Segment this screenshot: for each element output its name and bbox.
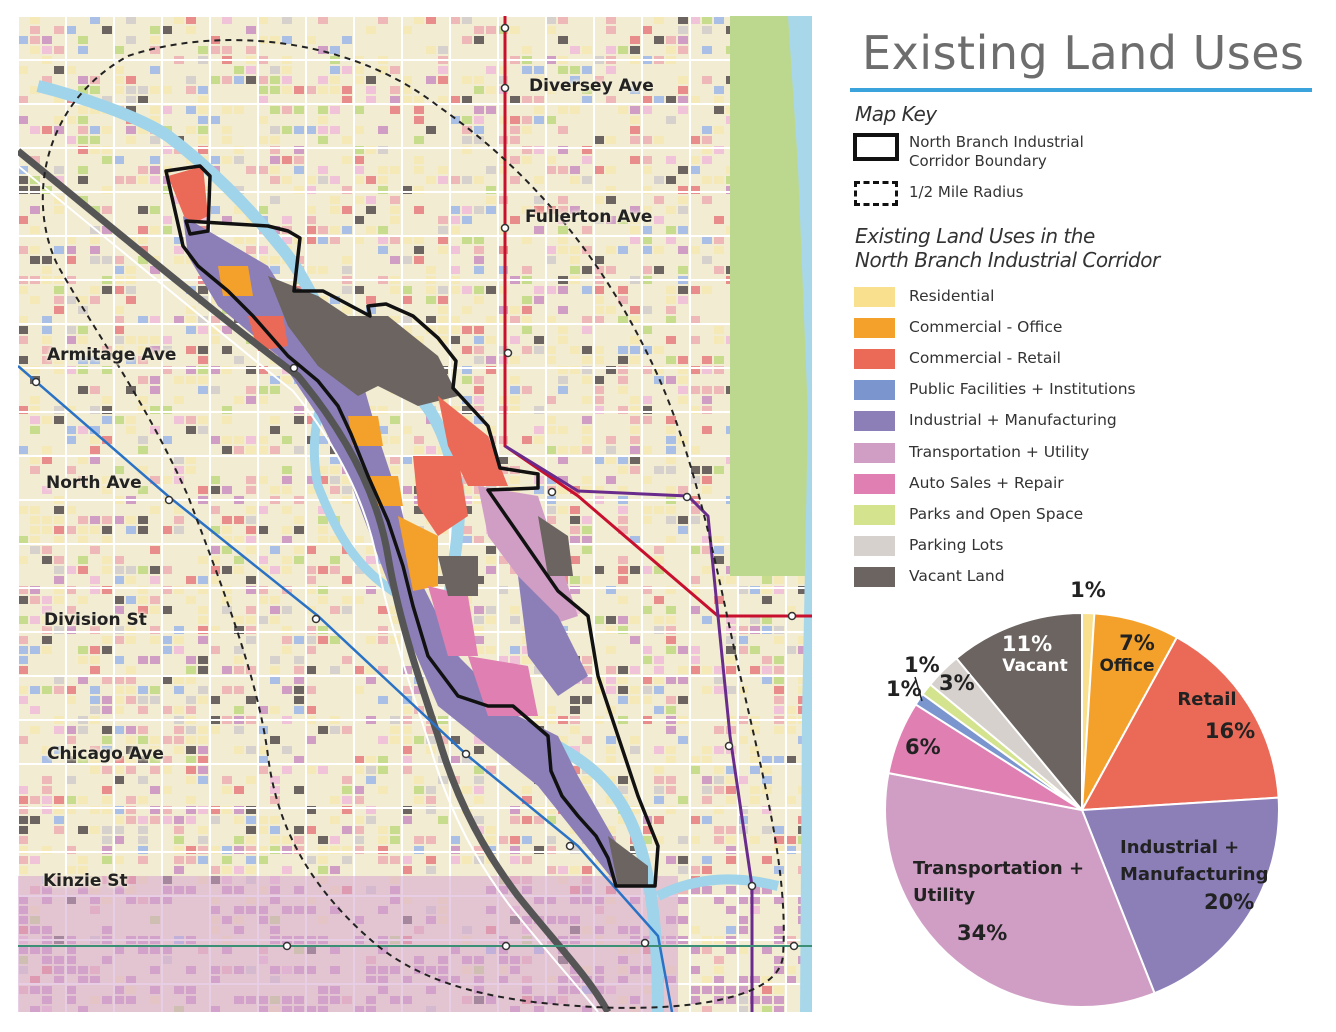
pie-slice-retail xyxy=(1080,636,1280,812)
swatch-transportation xyxy=(854,443,895,463)
pct-label-vacant: 11% xyxy=(1002,632,1052,656)
swatch-commercial-office xyxy=(854,318,895,338)
map-canvas xyxy=(18,16,812,1012)
river-main-stem xyxy=(655,874,780,901)
swatch-public-facilities xyxy=(854,380,895,400)
slice-text-transport-line1: Transportation + xyxy=(913,858,1084,879)
pct-label-office: 7% xyxy=(1119,631,1155,655)
pie-slice-industrial-manufacturing xyxy=(1080,796,1280,995)
legend-label-commercial-retail: Commercial - Retail xyxy=(909,349,1061,367)
label-armitage-ave: Armitage Ave xyxy=(47,345,177,365)
label-north-ave: North Ave xyxy=(46,473,142,493)
swatch-residential xyxy=(854,287,895,307)
pie-slice-transportation-utility xyxy=(884,771,1156,1008)
radius-key-icon xyxy=(854,181,898,206)
boundary-key-label-line2: Corridor Boundary xyxy=(909,152,1047,170)
half-mile-radius xyxy=(41,39,785,1009)
pct-label-parking: 3% xyxy=(939,671,975,695)
stations xyxy=(31,23,799,951)
swatch-parks xyxy=(854,505,895,525)
slice-text-vacant: Vacant xyxy=(1002,656,1067,676)
swatch-vacant xyxy=(854,567,895,587)
cta-brown-line xyxy=(504,444,754,1012)
cta-red-line xyxy=(503,16,812,618)
north-branch-river xyxy=(36,80,664,1012)
radius-key-label: 1/2 Mile Radius xyxy=(909,183,1024,201)
swatch-auto-sales xyxy=(854,474,895,494)
lake-shore xyxy=(788,16,812,1012)
page-title: Existing Land Uses xyxy=(862,26,1305,80)
downtown-band xyxy=(18,876,678,1012)
corridor-boundary xyxy=(164,164,660,888)
legend-label-commercial-office: Commercial - Office xyxy=(909,318,1063,336)
kennedy-expressway xyxy=(18,148,612,1012)
pct-label-auto: 6% xyxy=(905,735,941,759)
land-use-pie-chart: 1% 7% Office Retail 16% Industrial + Man… xyxy=(884,578,1280,1008)
title-underline xyxy=(850,88,1312,92)
label-fullerton-ave: Fullerton Ave xyxy=(525,207,653,227)
slice-text-office: Office xyxy=(1099,656,1154,676)
legend-label-vacant: Vacant Land xyxy=(909,567,1005,585)
slice-text-transport-line2: Utility xyxy=(913,885,975,906)
label-chicago-ave: Chicago Ave xyxy=(47,744,164,764)
pct-label-residential: 1% xyxy=(1070,578,1106,602)
legend-label-auto-sales: Auto Sales + Repair xyxy=(909,474,1064,492)
legend-label-transportation: Transportation + Utility xyxy=(909,443,1090,461)
slice-text-retail: Retail xyxy=(1177,689,1236,710)
legend-label-parking: Parking Lots xyxy=(909,536,1004,554)
legend-label-residential: Residential xyxy=(909,287,995,305)
label-diversey-ave: Diversey Ave xyxy=(529,76,654,96)
label-division-st: Division St xyxy=(44,610,147,630)
boundary-key-icon xyxy=(853,133,899,161)
pct-label-transport: 34% xyxy=(957,921,1007,945)
swatch-industrial xyxy=(854,411,895,431)
pct-label-industrial: 20% xyxy=(1204,890,1254,914)
boundary-key-label-line1: North Branch Industrial xyxy=(909,133,1084,151)
pct-label-public: 1% xyxy=(886,677,922,701)
legend-label-public-facilities: Public Facilities + Institutions xyxy=(909,380,1136,398)
pct-label-parks: 1% xyxy=(904,653,940,677)
swatch-commercial-retail xyxy=(854,349,895,369)
leader-line-public xyxy=(914,676,923,702)
swatch-parking xyxy=(854,536,895,556)
expressway-edge xyxy=(18,165,599,1012)
label-kinzie-st: Kinzie St xyxy=(43,871,128,891)
slice-text-industrial-line1: Industrial + xyxy=(1120,837,1239,858)
legend-label-parks: Parks and Open Space xyxy=(909,505,1084,523)
legend-label-industrial: Industrial + Manufacturing xyxy=(909,411,1117,429)
legend-heading-line1: Existing Land Uses in the xyxy=(855,224,1095,248)
slice-text-industrial-line2: Manufacturing xyxy=(1120,864,1269,885)
pie-slice-vacant xyxy=(955,611,1083,813)
legend-heading-line2: North Branch Industrial Corridor xyxy=(855,248,1160,272)
pct-label-retail: 16% xyxy=(1205,719,1255,743)
land-use-map[interactable]: Diversey Ave Fullerton Ave Armitage Ave … xyxy=(18,16,812,1012)
map-key-heading: Map Key xyxy=(855,102,937,126)
